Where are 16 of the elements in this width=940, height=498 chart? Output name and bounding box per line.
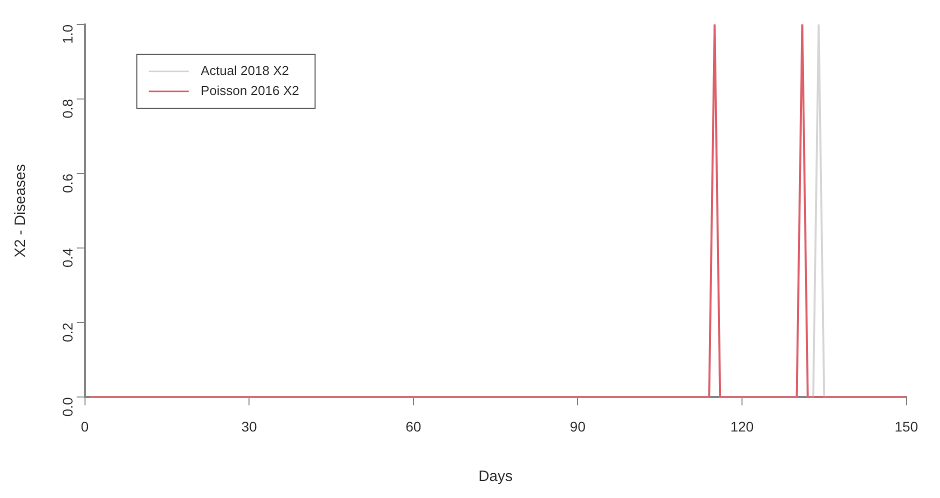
y-tick-label: 0.4 [60,248,76,268]
legend-label: Actual 2018 X2 [200,62,289,78]
x-axis-title: Days [478,468,513,486]
x-tick-label: 150 [894,418,918,434]
x-tick-label: 60 [406,418,422,434]
x-tick-label: 30 [241,418,258,434]
legend-label: Poisson 2016 X2 [200,82,300,98]
y-tick-label: 0.8 [60,98,76,118]
y-axis-title: X2 - Diseases [12,164,30,258]
y-tick-label: 0.0 [60,396,76,417]
y-tick-label: 0.6 [60,173,76,193]
x-tick-label: 120 [730,418,754,434]
x-tick-label: 90 [570,418,586,434]
x-tick-label: 0 [80,418,89,434]
y-tick-label: 0.2 [60,322,76,342]
y-tick-label: 1.0 [60,24,76,44]
